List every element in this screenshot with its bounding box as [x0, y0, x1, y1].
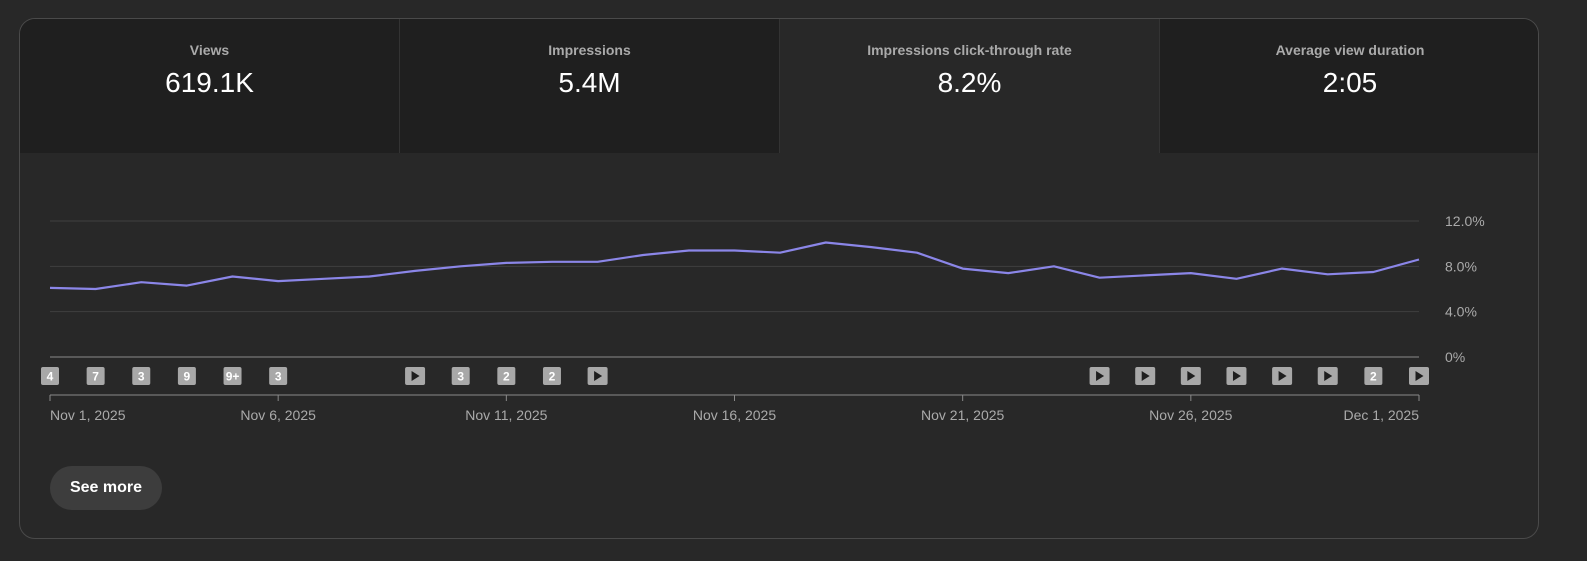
tab-impressions-ctr-value: 8.2% — [937, 67, 1002, 98]
marker-box — [132, 367, 151, 385]
marker-box — [542, 367, 561, 385]
marker-count-label: 3 — [275, 370, 282, 384]
tab-views-label: Views — [189, 42, 230, 58]
play-icon — [1415, 371, 1424, 381]
marker-box — [497, 367, 516, 385]
marker-box — [177, 367, 196, 385]
play-icon — [1187, 371, 1196, 381]
video-marker[interactable] — [587, 367, 608, 385]
publish-count-marker[interactable]: 7 — [86, 367, 105, 385]
marker-count-label: 3 — [138, 370, 145, 384]
video-marker[interactable] — [1089, 367, 1110, 385]
marker-count-label: 2 — [503, 370, 510, 384]
x-tick-label: Nov 6, 2025 — [240, 407, 316, 423]
video-marker[interactable] — [1180, 367, 1201, 385]
tab-impressions-ctr[interactable]: Impressions click-through rate 8.2% — [780, 19, 1160, 153]
play-icon — [411, 371, 420, 381]
video-marker[interactable] — [1409, 367, 1429, 385]
x-tick-label: Nov 26, 2025 — [1149, 407, 1232, 423]
marker-box — [41, 367, 59, 385]
tab-impressions-value: 5.4M — [558, 67, 621, 98]
ctr-line-chart: 0% 4.0% 8.0% 12.0% Nov 1, 2025 Nov 6, 2025 Nov… — [41, 213, 1485, 423]
analytics-card: Views 619.1K Impressions 5.4M Impression… — [19, 18, 1539, 539]
marker-count-label: 2 — [1370, 370, 1377, 384]
marker-box — [269, 367, 288, 385]
video-marker[interactable] — [1226, 367, 1247, 385]
publish-count-marker[interactable]: 9 — [177, 367, 196, 385]
video-marker[interactable] — [405, 367, 426, 385]
marker-box — [451, 367, 470, 385]
tab-impressions[interactable]: Impressions 5.4M — [400, 19, 780, 153]
marker-count-label: 9+ — [226, 370, 240, 384]
tab-views[interactable]: Views 619.1K — [20, 19, 400, 153]
publish-count-marker[interactable]: 2 — [497, 367, 516, 385]
x-tick-label: Nov 21, 2025 — [921, 407, 1004, 423]
tab-average-view-duration-label: Average view duration — [1275, 42, 1425, 58]
x-tick-label: Nov 1, 2025 — [50, 407, 126, 423]
play-icon — [1096, 371, 1105, 381]
x-tick-label: Dec 1, 2025 — [1344, 407, 1420, 423]
tab-views-value: 619.1K — [165, 67, 254, 98]
marker-count-label: 9 — [184, 370, 191, 384]
y-tick-label: 4.0% — [1445, 304, 1477, 320]
publish-count-marker[interactable]: 3 — [132, 367, 151, 385]
publish-count-marker[interactable]: 4 — [41, 367, 59, 385]
metric-tabs: Views 619.1K Impressions 5.4M Impression… — [20, 19, 1538, 153]
tab-impressions-label: Impressions — [548, 42, 631, 58]
marker-count-label: 7 — [92, 370, 99, 384]
y-tick-label: 8.0% — [1445, 258, 1477, 274]
marker-count-label: 4 — [47, 370, 54, 384]
y-tick-label: 12.0% — [1445, 213, 1485, 229]
play-icon — [1278, 371, 1287, 381]
publish-count-marker[interactable]: 2 — [542, 367, 561, 385]
play-icon — [1324, 371, 1333, 381]
marker-box — [1364, 367, 1383, 385]
y-tick-label: 0% — [1445, 349, 1465, 365]
tab-average-view-duration-value: 2:05 — [1322, 67, 1378, 98]
publish-count-marker[interactable]: 9+ — [223, 367, 242, 385]
video-marker[interactable] — [1135, 367, 1156, 385]
play-icon — [1141, 371, 1150, 381]
marker-box — [86, 367, 105, 385]
play-icon — [1232, 371, 1241, 381]
marker-box — [223, 367, 242, 385]
publish-count-marker[interactable]: 3 — [269, 367, 288, 385]
marker-count-label: 3 — [457, 370, 464, 384]
tab-impressions-ctr-label: Impressions click-through rate — [867, 42, 1072, 58]
video-marker[interactable] — [1272, 367, 1293, 385]
publish-count-marker[interactable]: 3 — [451, 367, 470, 385]
play-icon — [594, 371, 603, 381]
ctr-series-line — [49, 241, 1420, 291]
x-tick-label: Nov 16, 2025 — [693, 407, 776, 423]
marker-count-label: 2 — [549, 370, 556, 384]
video-marker[interactable] — [1317, 367, 1338, 385]
x-tick-label: Nov 11, 2025 — [465, 407, 547, 423]
see-more-button[interactable]: See more — [50, 466, 162, 510]
publish-count-marker[interactable]: 2 — [1364, 367, 1383, 385]
tab-average-view-duration[interactable]: Average view duration 2:05 — [1160, 19, 1538, 153]
